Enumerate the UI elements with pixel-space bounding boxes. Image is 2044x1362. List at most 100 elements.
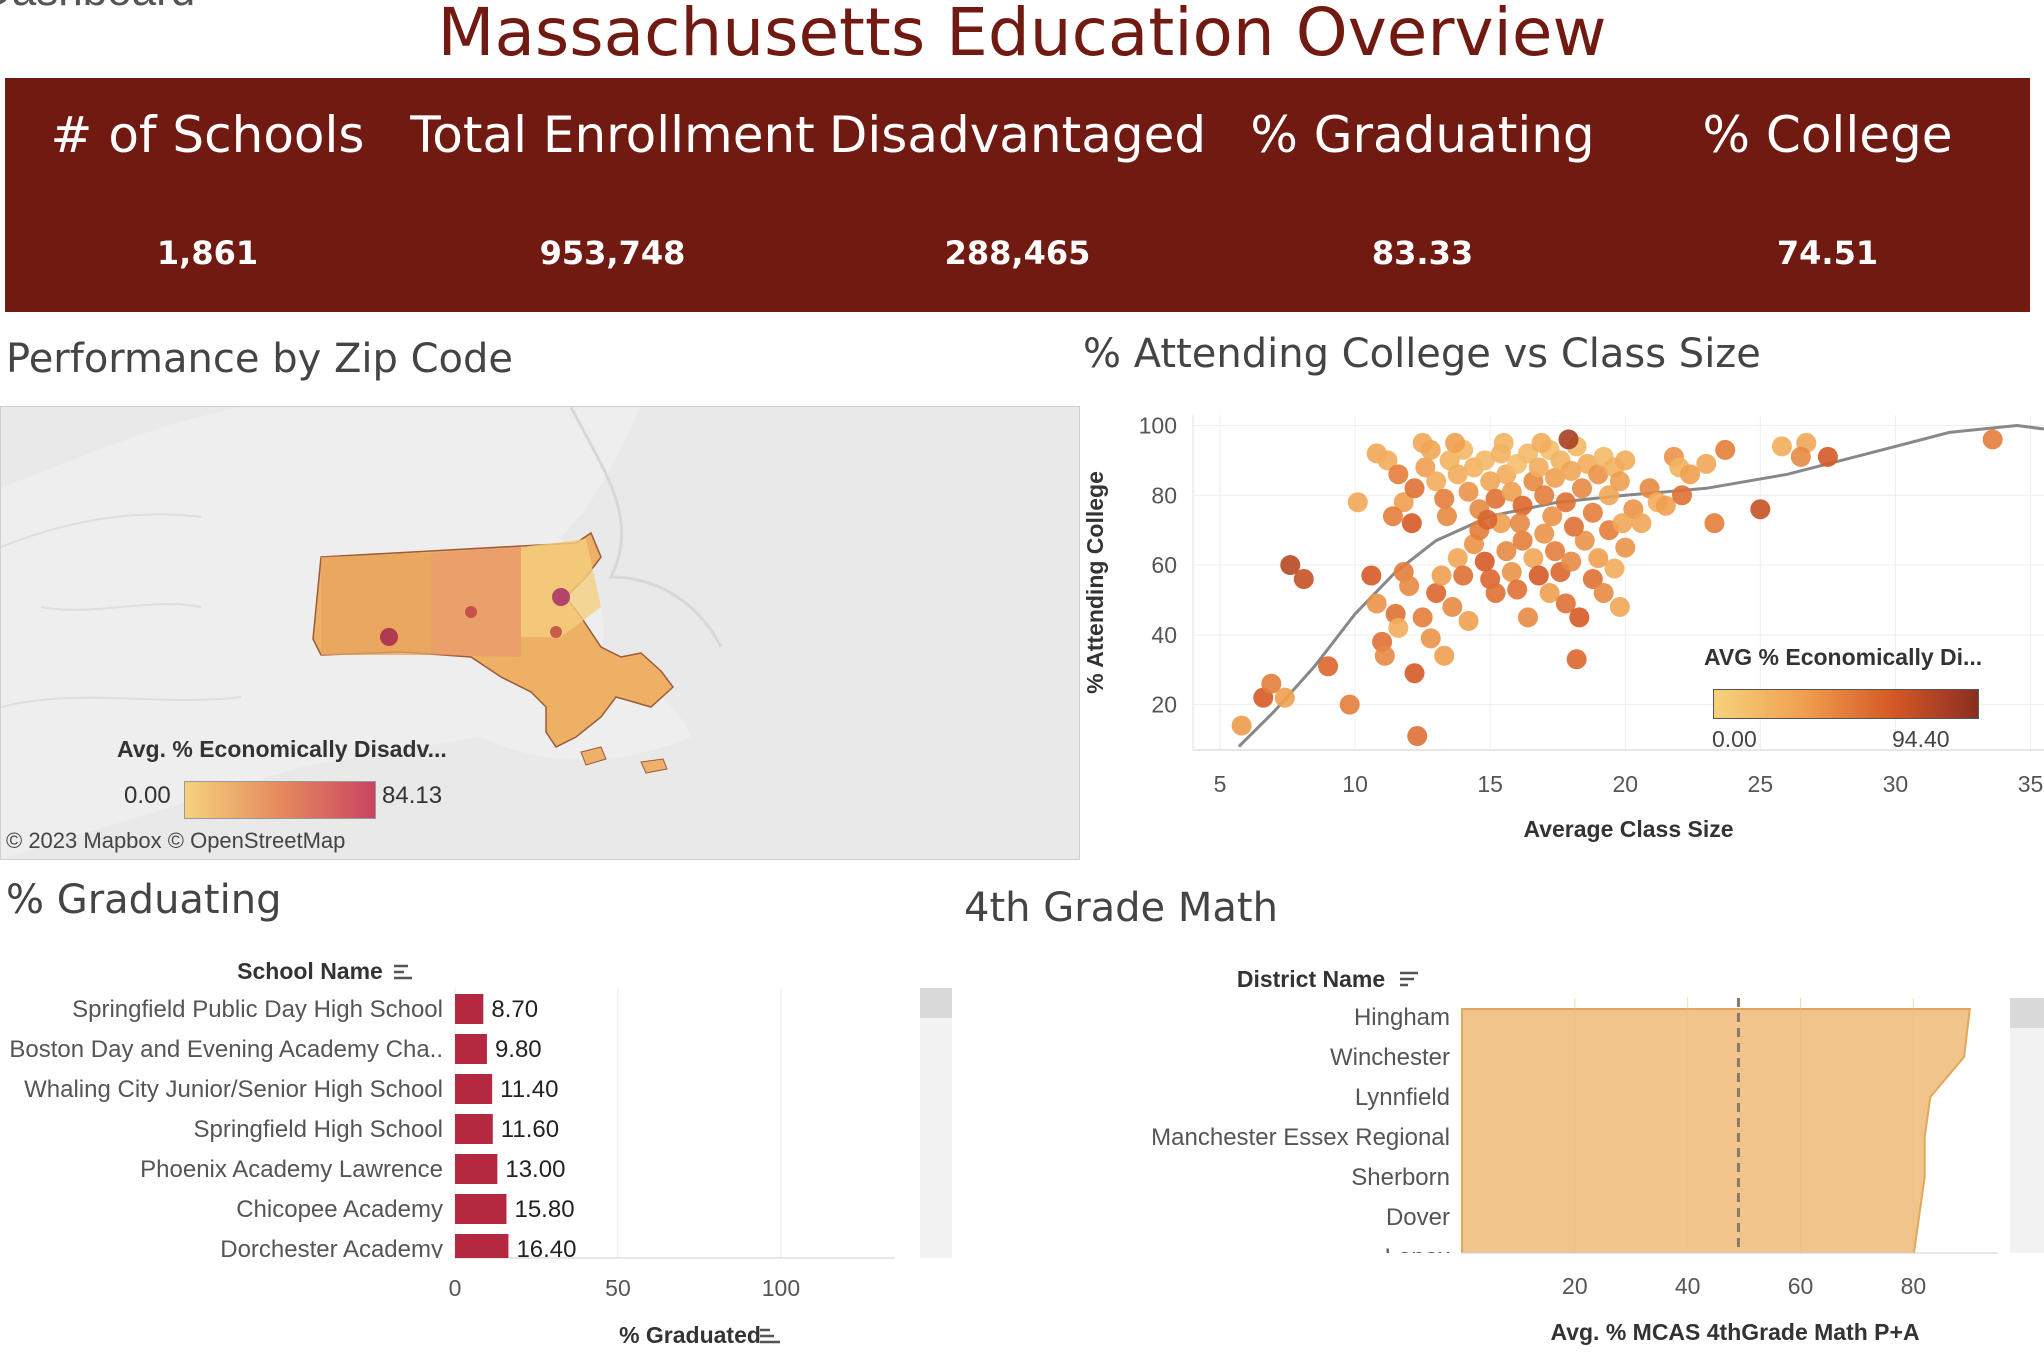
scrollbar-thumb[interactable] — [920, 988, 952, 1018]
scatter-point[interactable] — [1612, 513, 1633, 534]
scatter-point[interactable] — [1982, 429, 2003, 450]
scatter-point[interactable] — [1477, 509, 1498, 530]
scatter-point[interactable] — [1374, 645, 1395, 666]
scatter-point[interactable] — [1609, 471, 1630, 492]
scatter-point[interactable] — [1545, 541, 1566, 562]
scatter-point[interactable] — [1261, 673, 1282, 694]
scatter-point[interactable] — [1293, 569, 1314, 590]
springfield-area[interactable] — [380, 628, 398, 646]
scatter-point[interactable] — [1507, 579, 1528, 600]
scatter-point[interactable] — [1509, 513, 1530, 534]
scatter-point[interactable] — [1512, 530, 1533, 551]
scatter-point[interactable] — [1453, 565, 1474, 586]
scatter-point[interactable] — [1434, 488, 1455, 509]
scatter-point[interactable] — [1431, 565, 1452, 586]
scatter-point[interactable] — [1485, 488, 1506, 509]
scatter-point[interactable] — [1531, 432, 1552, 453]
scatter-point[interactable] — [1420, 628, 1441, 649]
grad-bar[interactable] — [455, 1154, 498, 1184]
scatter-point[interactable] — [1404, 478, 1425, 499]
scatter-point[interactable] — [1671, 485, 1692, 506]
scatter-point[interactable] — [1561, 551, 1582, 572]
scatter-point[interactable] — [1574, 530, 1595, 551]
scatter-point[interactable] — [1817, 446, 1838, 467]
scatter-point[interactable] — [1604, 558, 1625, 579]
scatter-point[interactable] — [1493, 432, 1514, 453]
scatter-point[interactable] — [1480, 471, 1501, 492]
scatter-point[interactable] — [1528, 565, 1549, 586]
scatter-point[interactable] — [1517, 607, 1538, 628]
scatter-point[interactable] — [1582, 569, 1603, 590]
scrollbar-track[interactable] — [2010, 998, 2044, 1253]
scatter-point[interactable] — [1436, 506, 1457, 527]
scatter-point[interactable] — [1534, 523, 1555, 544]
scatter-point[interactable] — [1401, 513, 1422, 534]
kpi-schools[interactable]: # of Schools 1,861 — [5, 78, 410, 312]
scatter-point[interactable] — [1609, 596, 1630, 617]
sort-icon[interactable] — [394, 964, 412, 980]
kpi-disadvantaged[interactable]: Disadvantaged 288,465 — [815, 78, 1220, 312]
kpi-college[interactable]: % College 74.51 — [1625, 78, 2030, 312]
scatter-point[interactable] — [1655, 495, 1676, 516]
scrollbar-thumb[interactable] — [2010, 998, 2044, 1028]
scatter-point[interactable] — [1542, 506, 1563, 527]
kpi-graduating[interactable]: % Graduating 83.33 — [1220, 78, 1625, 312]
scatter-point[interactable] — [1555, 593, 1576, 614]
scatter-point[interactable] — [1445, 432, 1466, 453]
scatter-point[interactable] — [1412, 607, 1433, 628]
scatter-point[interactable] — [1555, 492, 1576, 513]
sort-icon[interactable] — [1400, 971, 1418, 987]
grad-bar[interactable] — [455, 1194, 507, 1224]
map-attribution[interactable]: © 2023 Mapbox © OpenStreetMap — [6, 828, 346, 853]
scatter-point[interactable] — [1615, 537, 1636, 558]
scatter-point[interactable] — [1388, 464, 1409, 485]
scatter-point[interactable] — [1377, 450, 1398, 471]
kpi-enrollment[interactable]: Total Enrollment 953,748 — [410, 78, 815, 312]
scatter-point[interactable] — [1631, 513, 1652, 534]
math-area-chart[interactable]: 20 40 60 80 District Name Hingham Winchester Ly… — [1060, 950, 2044, 1362]
scatter-point[interactable] — [1274, 687, 1295, 708]
map-canvas[interactable] — [1, 407, 1079, 859]
scatter-point[interactable] — [1593, 582, 1614, 603]
scatter-point[interactable] — [1771, 436, 1792, 457]
graduating-bar-chart[interactable]: 0 50 100 School Name Springfield Public Day … — [0, 950, 960, 1362]
scatter-point[interactable] — [1485, 582, 1506, 603]
scatter-point[interactable] — [1434, 645, 1455, 666]
scatter-point[interactable] — [1517, 443, 1538, 464]
scatter-point[interactable] — [1588, 548, 1609, 569]
scatter-point[interactable] — [1366, 593, 1387, 614]
scatter-point[interactable] — [1339, 694, 1360, 715]
grad-bar[interactable] — [455, 1034, 487, 1064]
worcester-area[interactable] — [465, 606, 477, 618]
scatter-point[interactable] — [1426, 471, 1447, 492]
scatter-point[interactable] — [1523, 548, 1544, 569]
scatter-point[interactable] — [1388, 617, 1409, 638]
grad-bar[interactable] — [455, 1114, 493, 1144]
central-region[interactable] — [431, 547, 521, 657]
scatter-point[interactable] — [1412, 432, 1433, 453]
scatter-point[interactable] — [1563, 516, 1584, 537]
scatter-point[interactable] — [1426, 582, 1447, 603]
scatter-point[interactable] — [1458, 610, 1479, 631]
scatter-point[interactable] — [1474, 450, 1495, 471]
scatter-point[interactable] — [1715, 439, 1736, 460]
scatter-point[interactable] — [1582, 502, 1603, 523]
scatter-point[interactable] — [1572, 478, 1593, 499]
scatter-point[interactable] — [1399, 575, 1420, 596]
scatter-point[interactable] — [1569, 607, 1590, 628]
marthas-vineyard[interactable] — [580, 746, 607, 766]
scatter-point[interactable] — [1393, 492, 1414, 513]
scatter-point[interactable] — [1231, 715, 1252, 736]
grad-bar[interactable] — [455, 1234, 509, 1264]
scatter-point[interactable] — [1750, 499, 1771, 520]
scatter-point[interactable] — [1404, 663, 1425, 684]
math-area[interactable] — [1461, 1008, 1971, 1273]
scatter-point[interactable] — [1501, 562, 1522, 583]
nantucket[interactable] — [640, 758, 668, 774]
scatter-point[interactable] — [1496, 541, 1517, 562]
sort-icon[interactable] — [760, 1328, 780, 1344]
scatter-point[interactable] — [1528, 457, 1549, 478]
scatter-point[interactable] — [1347, 492, 1368, 513]
boston-area[interactable] — [552, 588, 570, 606]
scatter-point[interactable] — [1458, 481, 1479, 502]
